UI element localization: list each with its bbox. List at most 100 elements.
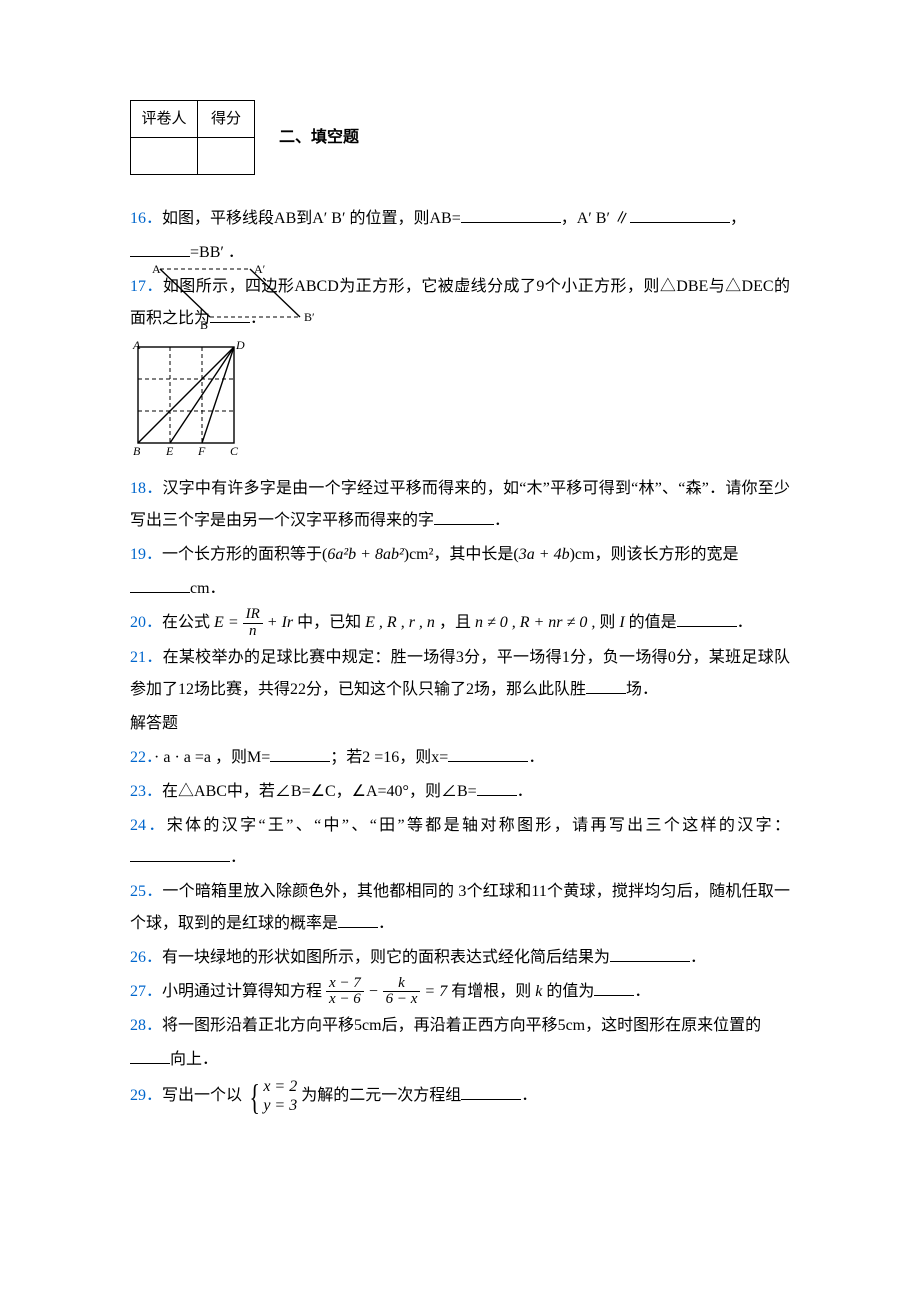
q24-text-a: 宋体的汉字“王”、“中”、“田”等都是轴对称图形，请再写出三个这样的汉字：: [167, 817, 790, 834]
q29: 29．写出一个以 { x = 2 y = 3 为解的二元一次方程组 ．: [130, 1078, 790, 1115]
q26-text-b: ．: [690, 949, 706, 966]
q24-text-b: ．: [230, 849, 246, 866]
q16-text-d: =BB′ ．: [190, 244, 244, 261]
q22: 22．· a · a =a ，则M= ；若2 =16，则x= ．: [130, 742, 790, 774]
q19: 19．一个长方形的面积等于(6a²b + 8ab²)cm²，其中长是(3a + …: [130, 539, 790, 571]
q19-text-a: 一个长方形的面积等于(: [162, 546, 327, 563]
q29-sys-bot: y = 3: [263, 1097, 297, 1114]
lbl-C: C: [230, 444, 239, 458]
q16-text-c: ，: [730, 210, 746, 227]
q20-text-b: 中，已知: [297, 614, 361, 631]
q27-minus: −: [368, 983, 379, 1000]
lbl-A: A: [132, 339, 141, 352]
q23-text-b: ．: [517, 783, 533, 800]
q26: 26．有一块绿地的形状如图所示，则它的面积表达式经化简后结果为 ．: [130, 942, 790, 974]
q16-num: 16．: [130, 210, 162, 227]
q19-text-b: )cm²，其中长是(: [404, 546, 519, 563]
blank: [270, 743, 330, 762]
blank: [130, 238, 190, 257]
q28-num: 28．: [130, 1017, 162, 1034]
q16-text-a: 如图，平移线段AB到A′ B′ 的位置，则AB=: [162, 210, 461, 227]
score-cell-grader: [131, 138, 198, 175]
q20-frac-den: n: [243, 624, 263, 640]
blank: [477, 777, 517, 796]
q19-line2: cm．: [130, 573, 790, 605]
q26-text-a: 有一块绿地的形状如图所示，则它的面积表达式经化简后结果为: [162, 949, 610, 966]
q19-num: 19．: [130, 546, 162, 563]
label-A: A: [152, 262, 161, 276]
q20-text-d: 则: [599, 614, 615, 631]
q23: 23．在△ABC中，若∠B=∠C，∠A=40°，则∠B= ．: [130, 776, 790, 808]
q20-text-a: 在公式: [162, 614, 210, 631]
q20-text-f: ．: [737, 614, 753, 631]
q27-text-d: ．: [634, 983, 650, 1000]
q27-text-b: 有增根，则: [451, 983, 531, 1000]
q28-line2: 向上．: [130, 1044, 790, 1076]
q22-text-b: ；若2 =16，则x=: [330, 749, 448, 766]
q29-sys: x = 2 y = 3: [263, 1078, 297, 1115]
q20-lhs: E: [214, 614, 224, 631]
q27-frac1: x − 7 x − 6: [326, 976, 364, 1009]
q21-text-b: 场．: [626, 681, 658, 698]
q26-num: 26．: [130, 949, 162, 966]
q16-figure: A A′ B B′: [140, 261, 330, 331]
q29-num: 29．: [130, 1087, 162, 1104]
q20-tail: + Ir: [267, 614, 293, 631]
q21-num: 21．: [130, 649, 163, 666]
q19-text-c: )cm，则该长方形的宽是: [570, 546, 739, 563]
blank: [586, 675, 626, 694]
q27-text-c: 的值为: [546, 983, 594, 1000]
blank: [448, 743, 528, 762]
blank: [610, 943, 690, 962]
q19-expr2: 3a + 4b: [519, 546, 570, 563]
label-Ap: A′: [254, 262, 266, 276]
q16-text-b: ，A′ B′ ∥: [561, 210, 630, 227]
q18: 18．汉字中有许多字是由一个字经过平移而得来的，如“木”平移可得到“林”、“森”…: [130, 473, 790, 537]
q20-cond: n ≠ 0 , R + nr ≠ 0 ,: [475, 614, 595, 631]
q23-num: 23．: [130, 783, 162, 800]
q29-text-b: 为解的二元一次方程组: [301, 1087, 461, 1104]
q23-text-a: 在△ABC中，若∠B=∠C，∠A=40°，则∠B=: [162, 783, 477, 800]
score-cell-score: [198, 138, 255, 175]
blank: [130, 843, 230, 862]
q29-text-a: 写出一个以: [162, 1087, 242, 1104]
q22-text-c: ．: [528, 749, 544, 766]
q20-I: I: [619, 614, 624, 631]
q18-num: 18．: [130, 480, 162, 497]
blank: [677, 608, 737, 627]
q22-text-a: · a · a =a ，则M=: [154, 749, 270, 766]
blank: [594, 977, 634, 996]
lbl-E: E: [165, 444, 174, 458]
q20-text-c: ，且: [439, 614, 471, 631]
q27: 27．小明通过计算得知方程 x − 7 x − 6 − k 6 − x = 7 …: [130, 976, 790, 1009]
q18-text-b: ．: [494, 512, 510, 529]
q22-num: 22．: [130, 749, 154, 766]
blank: [461, 204, 561, 223]
q27-f1d: x − 6: [326, 992, 364, 1008]
blank: [130, 1046, 170, 1065]
q25: 25．一个暗箱里放入除颜色外，其他都相同的 3个红球和11个黄球，搅拌均匀后，随…: [130, 876, 790, 940]
q27-num: 27．: [130, 983, 162, 1000]
brace-icon: {: [249, 1079, 259, 1115]
q25-text-a: 一个暗箱里放入除颜色外，其他都相同的 3个红球和11个黄球，搅拌均匀后，随机任取…: [130, 883, 790, 932]
q29-sys-top: x = 2: [263, 1078, 297, 1095]
lbl-F: F: [197, 444, 206, 458]
q27-f2d: 6 − x: [383, 992, 421, 1008]
q28-text-a: 将一图形沿着正北方向平移5cm后，再沿着正西方向平移5cm，这时图形在原来位置的: [162, 1017, 761, 1034]
q29-text-c: ．: [521, 1087, 537, 1104]
label-B: B: [200, 318, 208, 331]
blank: [630, 204, 730, 223]
eq-sign: =: [228, 614, 243, 631]
q21-text-a: 在某校举办的足球比赛中规定：胜一场得3分，平一场得1分，负一场得0分，某班足球队…: [130, 649, 790, 698]
q24-num: 24．: [130, 817, 167, 834]
score-header-grader: 评卷人: [131, 101, 198, 138]
q20-text-e: 的值是: [629, 614, 677, 631]
q27-eq7: = 7: [424, 983, 447, 1000]
section-title: 二、填空题: [279, 122, 359, 154]
q27-f1n: x − 7: [326, 976, 364, 993]
label-Bp: B′: [304, 310, 315, 324]
q16: 16．如图，平移线段AB到A′ B′ 的位置，则AB= ，A′ B′ ∥ ，: [130, 203, 790, 235]
score-table: 评卷人 得分: [130, 100, 255, 175]
q28: 28．将一图形沿着正北方向平移5cm后，再沿着正西方向平移5cm，这时图形在原来…: [130, 1010, 790, 1042]
blank: [130, 574, 190, 593]
